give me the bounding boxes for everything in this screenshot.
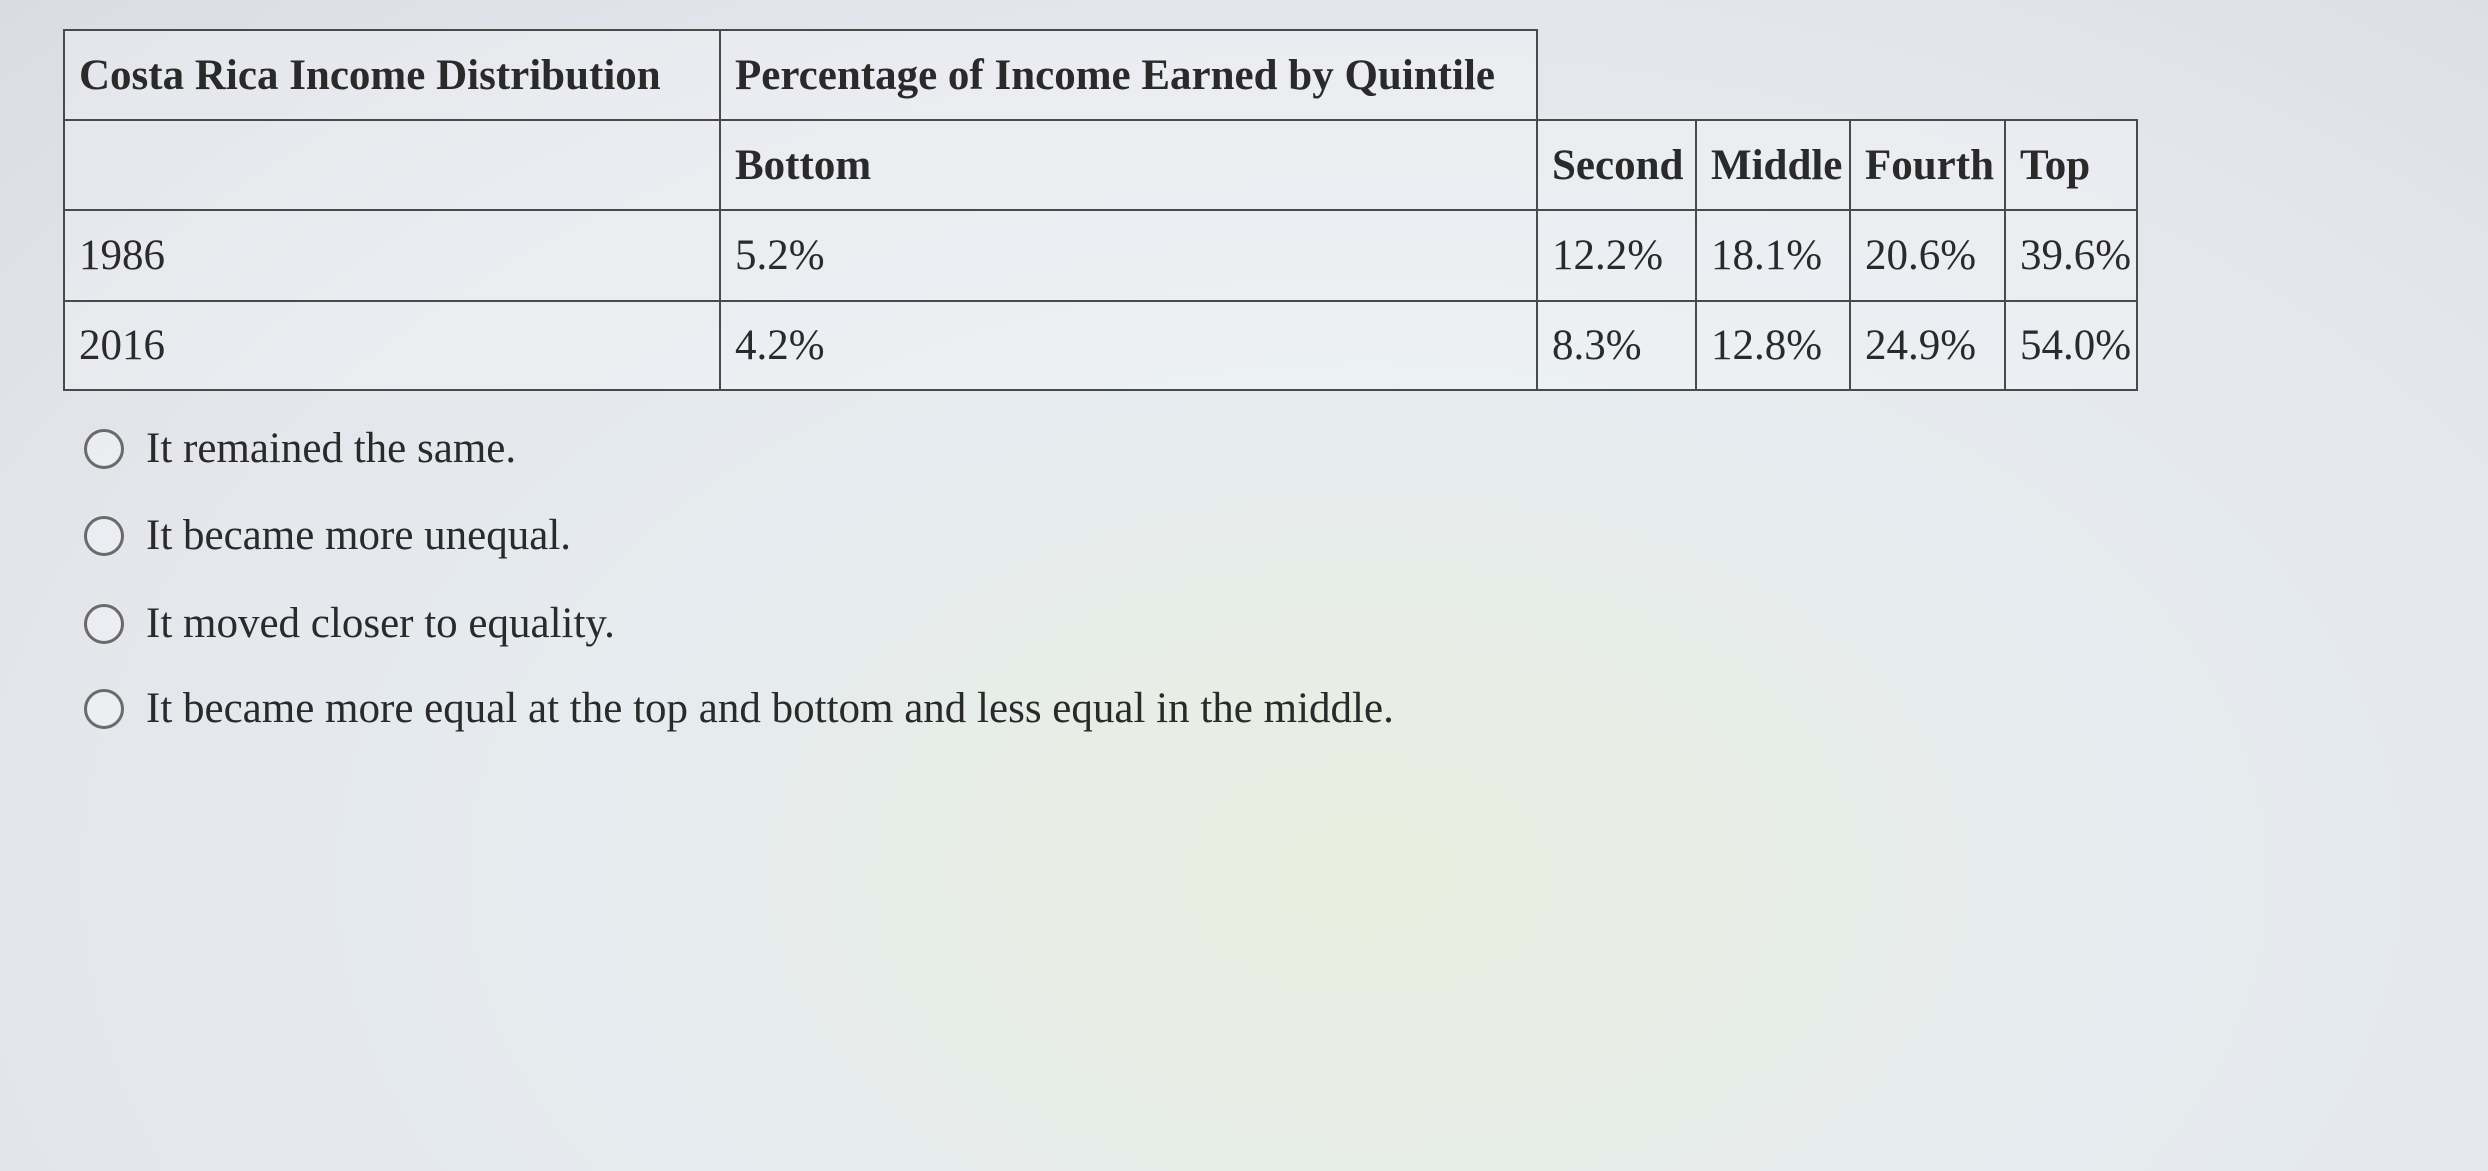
option-label[interactable]: It remained the same. (146, 425, 517, 472)
radio-option[interactable]: It became more equal at the top and bott… (84, 684, 1394, 733)
radio-button[interactable] (84, 603, 124, 644)
table-cell: 18.1% (1695, 209, 1851, 302)
column-header: Middle (1695, 119, 1851, 211)
header-cell: Percentage of Income Earned by Quintile (719, 29, 1538, 121)
option-label[interactable]: It moved closer to equality. (146, 600, 615, 647)
table-cell: 12.2% (1536, 209, 1697, 302)
radio-button[interactable] (84, 515, 124, 556)
radio-option[interactable]: It moved closer to equality. (84, 599, 615, 648)
table-cell: 39.6% (2004, 209, 2138, 302)
table-cell: 20.6% (1849, 209, 2006, 302)
column-header (63, 119, 721, 211)
table-cell: 8.3% (1536, 300, 1697, 391)
table-cell: 1986 (63, 209, 721, 302)
table-cell: 54.0% (2004, 300, 2138, 391)
column-header: Fourth (1849, 119, 2006, 211)
table-cell: 2016 (63, 300, 721, 391)
table-cell: 4.2% (719, 300, 1538, 391)
column-header: Bottom (719, 119, 1538, 211)
column-header: Second (1536, 119, 1697, 211)
header-cell: Costa Rica Income Distribution (63, 29, 721, 121)
radio-button[interactable] (84, 688, 124, 729)
radio-button[interactable] (84, 428, 124, 469)
table-cell: 12.8% (1695, 300, 1851, 391)
radio-option[interactable]: It became more unequal. (84, 511, 571, 560)
option-label[interactable]: It became more equal at the top and bott… (146, 685, 1394, 732)
option-label[interactable]: It became more unequal. (146, 512, 572, 559)
radio-option[interactable]: It remained the same. (84, 424, 516, 473)
table-cell: 24.9% (1849, 300, 2006, 391)
table-cell: 5.2% (719, 209, 1538, 302)
column-header: Top (2004, 119, 2138, 211)
